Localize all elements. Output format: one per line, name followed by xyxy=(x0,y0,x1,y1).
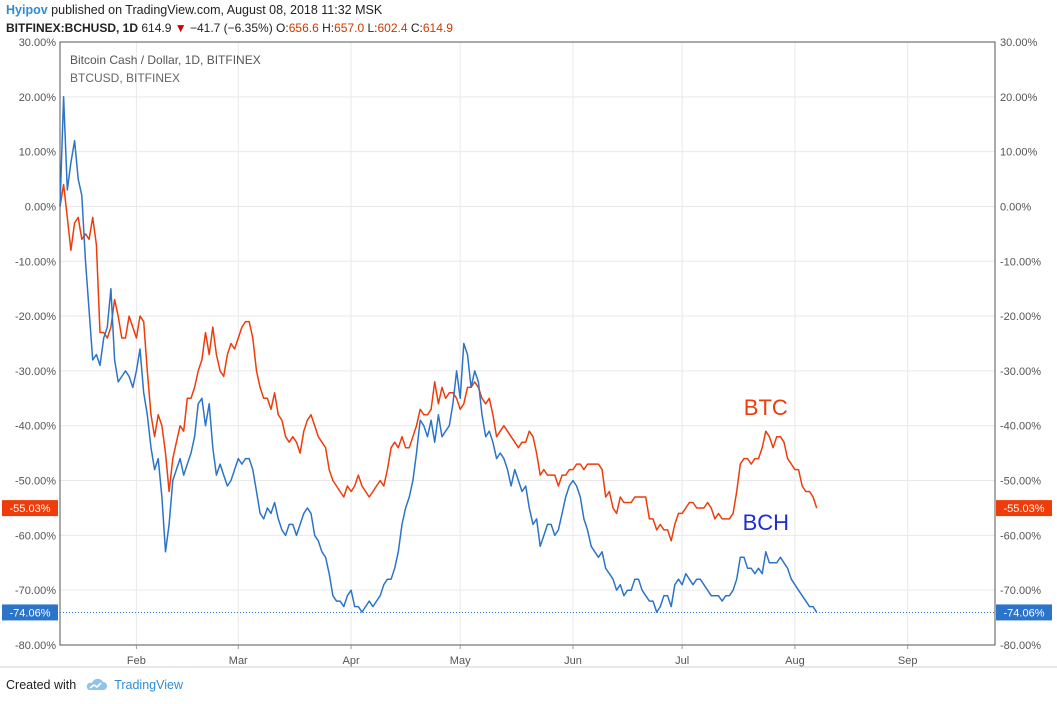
series-lines xyxy=(59,96,818,613)
y-tick-label-left: 10.00% xyxy=(19,147,57,159)
annotation-btc: BTC xyxy=(744,395,788,420)
high-value: 657.0 xyxy=(334,21,365,35)
created-with-text: Created with xyxy=(6,678,77,692)
last-value-label-right: -74.06% xyxy=(1004,607,1045,619)
annotation-bch: BCH xyxy=(743,510,789,535)
legend-main: Bitcoin Cash / Dollar, 1D, BITFINEX xyxy=(70,53,261,67)
y-tick-label-right: -20.00% xyxy=(1000,311,1041,323)
x-tick-label: Jun xyxy=(564,655,582,667)
y-tick-label-left: -70.00% xyxy=(15,585,56,597)
high-label: H: xyxy=(322,21,335,35)
y-tick-label-right: -70.00% xyxy=(1000,585,1041,597)
y-tick-label-left: -80.00% xyxy=(15,640,56,652)
x-tick-label: Mar xyxy=(229,655,248,667)
last-value-tags: -55.03% -55.03% -74.06% -74.06% xyxy=(2,500,1052,621)
footer: Created with TradingView xyxy=(6,678,183,692)
y-tick-label-left: 20.00% xyxy=(19,92,57,104)
x-tick-label: Feb xyxy=(127,655,146,667)
y-tick-label-right: -40.00% xyxy=(1000,421,1041,433)
series-line-btc xyxy=(59,183,818,542)
y-tick-label-left: -30.00% xyxy=(15,366,56,378)
last-value-tag-right xyxy=(996,500,1052,517)
low-value: 602.4 xyxy=(377,21,408,35)
y-tick-label-right: 10.00% xyxy=(1000,147,1038,159)
y-tick-label-left: -10.00% xyxy=(15,256,56,268)
symbol-info: BITFINEX:BCHUSD, 1D 614.9 ▼ −41.7 (−6.35… xyxy=(6,21,453,39)
y-tick-label-left: -40.00% xyxy=(15,421,56,433)
close-value: 614.9 xyxy=(422,21,453,35)
y-tick-label-right: -60.00% xyxy=(1000,530,1041,542)
last-value-label-left: -74.06% xyxy=(10,607,51,619)
x-tick-label: Sep xyxy=(898,655,918,667)
last-value-tag-left xyxy=(2,604,58,621)
open-label: O: xyxy=(276,21,289,35)
y-tick-label-right: -30.00% xyxy=(1000,366,1041,378)
last-value-tag-left xyxy=(2,500,58,517)
x-axis: Feb Mar Apr May Jun Jul Aug Sep xyxy=(127,645,918,667)
plot-frame xyxy=(59,41,996,646)
x-tick-label: Apr xyxy=(342,655,359,667)
price-change: −41.7 (−6.35%) xyxy=(189,21,273,35)
y-tick-label-right: -80.00% xyxy=(1000,640,1041,652)
last-price: 614.9 xyxy=(141,21,172,35)
y-tick-label-right: -50.00% xyxy=(1000,476,1041,488)
y-tick-label-left: -60.00% xyxy=(15,530,56,542)
y-tick-label-left: 0.00% xyxy=(25,201,56,213)
last-value-label-right: -55.03% xyxy=(1004,503,1045,515)
y-tick-label-left: -20.00% xyxy=(15,311,56,323)
author-link[interactable]: Hyipov xyxy=(6,3,48,17)
y-tick-label-right: 20.00% xyxy=(1000,92,1038,104)
publish-info: Hyipov published on TradingView.com, Aug… xyxy=(6,3,382,21)
annotations: BTC BCH xyxy=(743,395,789,535)
legend-compare: BTCUSD, BITFINEX xyxy=(70,71,180,85)
grid xyxy=(60,41,995,646)
last-value-tag-right xyxy=(996,604,1052,621)
tradingview-link[interactable]: TradingView xyxy=(114,678,183,692)
y-tick-label-right: -10.00% xyxy=(1000,256,1041,268)
y-tick-label-left: -50.00% xyxy=(15,476,56,488)
tradingview-cloud-icon xyxy=(86,678,108,690)
low-label: L: xyxy=(367,21,378,35)
x-tick-label: Jul xyxy=(675,655,689,667)
open-value: 656.6 xyxy=(288,21,319,35)
x-tick-label: May xyxy=(450,655,471,667)
series-line-bch xyxy=(59,96,818,613)
symbol-name: BITFINEX:BCHUSD, 1D xyxy=(6,21,139,35)
close-label: C: xyxy=(410,21,423,35)
published-text: published on TradingView.com, August 08,… xyxy=(51,3,383,17)
y-tick-label-right: 0.00% xyxy=(1000,201,1031,213)
x-tick-label: Aug xyxy=(785,655,805,667)
y-tick-label-right: 30.00% xyxy=(1000,37,1038,49)
y-axis-right: 30.00% 20.00% 10.00% 0.00% -10.00% -20.00% -30… xyxy=(1000,37,1041,652)
last-value-label-left: -55.03% xyxy=(10,503,51,515)
down-arrow-icon: ▼ xyxy=(174,21,187,35)
y-tick-label-left: 30.00% xyxy=(19,37,57,49)
y-axis-left: 30.00% 20.00% 10.00% 0.00% -10.00% -20.00% -30… xyxy=(15,37,56,652)
